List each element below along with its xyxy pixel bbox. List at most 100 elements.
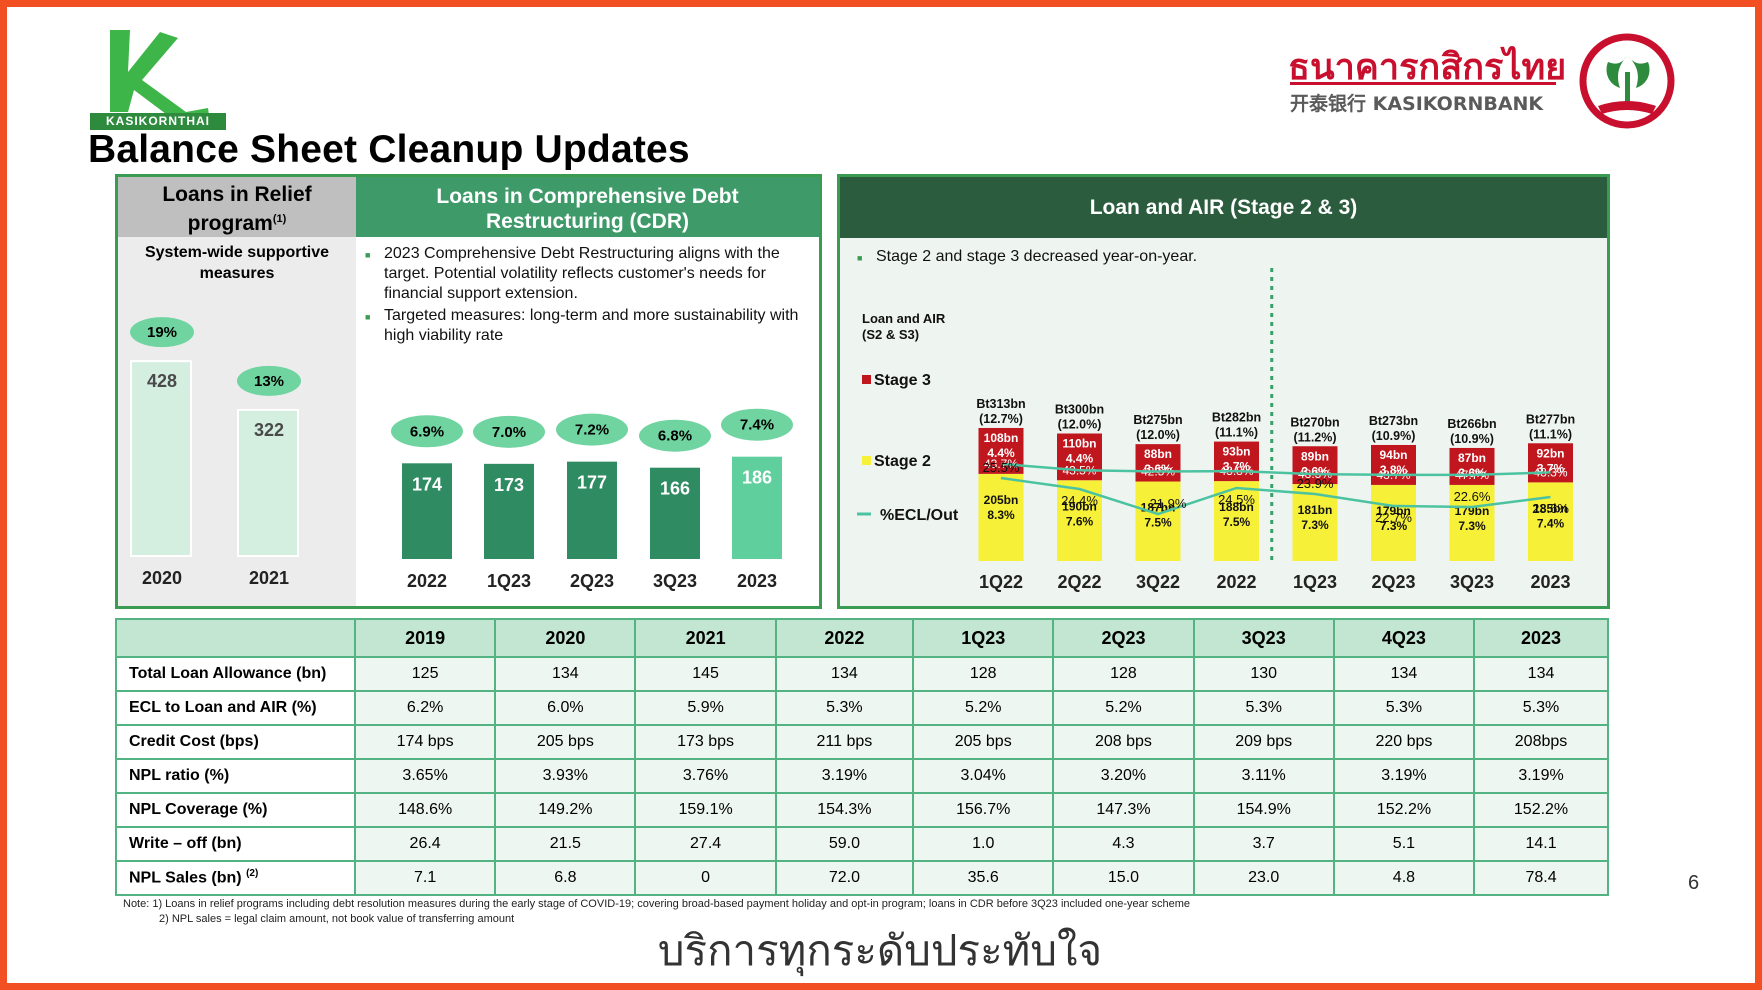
table-header-cell: 2019: [353, 618, 497, 658]
table-cell: 152.2%: [1473, 792, 1609, 828]
stage-total-label: Bt266bn: [1447, 417, 1496, 431]
relief-bar-value: 428: [147, 371, 177, 391]
logo-tag: KASIKORNTHAI: [90, 113, 226, 130]
relief-bar: [239, 410, 297, 555]
table-cell: 134: [494, 656, 637, 692]
stage2-coverage-label: 24.5%: [1218, 492, 1255, 507]
table-header-cell: [115, 618, 356, 658]
stage3-bar: [1214, 441, 1259, 482]
stage3-bar: [1135, 444, 1181, 482]
stage2-coverage-label: 23.6%: [1532, 501, 1569, 516]
stage3-coverage-line: [1000, 462, 1551, 477]
table-header-cell: 2021: [634, 618, 777, 658]
table-cell: 3.65%: [353, 758, 497, 794]
cdr-chart: 174 6.9% 2022 173 7.0% 1Q23 177 7.2% 2Q23 166 6.8%…: [391, 408, 793, 591]
table-cell: 59.0: [774, 826, 915, 862]
stage-total-label: Bt273bn: [1369, 414, 1418, 428]
table-cell: 78.4: [1473, 860, 1609, 896]
stage-x-label: 2022: [1216, 572, 1256, 592]
table-header-cell: 4Q23: [1332, 618, 1476, 658]
cdr-badge-shape: [639, 419, 711, 452]
cdr-x-label: 3Q23: [653, 571, 697, 591]
stage-total-pct: (11.1%): [1215, 426, 1258, 440]
relief-x-label: 2021: [249, 568, 289, 588]
table-row-label: Credit Cost (bps): [115, 724, 356, 760]
stage3-bar: [1371, 444, 1416, 485]
stage-x-label: 1Q23: [1293, 572, 1337, 592]
relief-badge-shape: [237, 365, 301, 396]
cdr-badge: 7.0%: [492, 424, 526, 441]
cdr-bar: [732, 456, 782, 559]
table-cell: 5.2%: [912, 690, 1055, 726]
table-row-label: ECL to Loan and AIR (%): [115, 690, 356, 726]
table-cell: 3.11%: [1192, 758, 1335, 794]
stage3-value-label: 110bn: [1062, 437, 1096, 451]
table-header-cell: 2022: [774, 618, 915, 658]
table-cell: 3.93%: [494, 758, 637, 794]
cdr-bar: [650, 467, 700, 559]
table-header-cell: 1Q23: [912, 618, 1055, 658]
stage2-pct-label: 7.5%: [1223, 515, 1251, 529]
stage2-coverage-label: 22.7%: [1375, 510, 1412, 525]
table-cell: 147.3%: [1052, 792, 1195, 828]
ecl-legend-label: %ECL/Out: [880, 507, 959, 524]
cdr-bullet-2: Targeted measures: long-term and more su…: [356, 306, 816, 346]
table-cell: 173 bps: [634, 724, 777, 760]
table-row: Total Loan Allowance (bn) 125 134 145 134 128…: [115, 656, 1609, 692]
table-cell: 26.4: [353, 826, 497, 862]
table-cell: 5.9%: [634, 690, 777, 726]
slogan: บริการทุกระดับประทับใจ: [657, 926, 1103, 975]
stage3-bar: [1449, 447, 1495, 485]
stage3-bar: [1292, 446, 1338, 485]
stage-x-label: 2023: [1530, 572, 1570, 592]
stage2-bar: [978, 473, 1024, 561]
table-cell: 3.20%: [1052, 758, 1195, 794]
cdr-x-label: 1Q23: [487, 571, 531, 591]
footnote-1: Note: 1) Loans in relief programs includ…: [123, 898, 1190, 910]
stage-total-label: Bt282bn: [1212, 411, 1261, 425]
stage-chart: Loan and AIR(S2 & S3) Stage 3 Stage 2 %ECL/…: [857, 268, 1575, 592]
stage-header: Loan and AIR (Stage 2 & 3): [840, 177, 1607, 238]
table-cell: 3.19%: [1473, 758, 1609, 794]
stage2-value-label: 188bn: [1219, 500, 1254, 514]
stage-total-pct: (12.0%): [1058, 418, 1102, 432]
cdr-bar-value: 174: [412, 474, 442, 494]
stage2-value-label: 185bn: [1533, 501, 1568, 515]
table-cell: 128: [912, 656, 1055, 692]
footnotes: Note: 1) Loans in relief programs includ…: [123, 897, 1190, 927]
table-cell: 134: [774, 656, 915, 692]
stage-panel: [837, 174, 1610, 609]
bank-name-thai: ธนาคารกสิกรไทย: [1288, 47, 1567, 88]
table-cell: 15.0: [1052, 860, 1195, 896]
table-cell: 3.76%: [634, 758, 777, 794]
table-cell: 5.3%: [774, 690, 915, 726]
table-cell: 145: [634, 656, 777, 692]
cdr-bullet-1: 2023 Comprehensive Debt Restructuring al…: [356, 244, 816, 304]
cdr-bar: [567, 461, 617, 559]
table-row: NPL Sales (bn) (2) 7.1 6.8 0 72.0 35.6 15.0 23.…: [115, 860, 1609, 896]
table-cell: 156.7%: [912, 792, 1055, 828]
stage-x-label: 2Q22: [1057, 572, 1101, 592]
stage2-value-label: 190bn: [1062, 499, 1097, 513]
stage3-value-label: 94bn: [1379, 448, 1407, 462]
stage2-bar: [1135, 481, 1181, 561]
cdr-badge: 7.4%: [740, 417, 774, 434]
table-cell: 154.3%: [774, 792, 915, 828]
table-cell: 125: [353, 656, 497, 692]
table-cell: 134: [1332, 656, 1476, 692]
table-header-cell: 2Q23: [1052, 618, 1195, 658]
footnote-2: 2) NPL sales = legal claim amount, not b…: [159, 913, 515, 925]
table-cell: 205 bps: [494, 724, 637, 760]
table-row-label: Total Loan Allowance (bn): [115, 656, 356, 692]
cdr-badge: 6.9%: [410, 423, 444, 440]
cdr-x-label: 2023: [737, 571, 777, 591]
relief-subheading: System-wide supportive measures: [144, 244, 330, 282]
cdr-bar-value: 166: [660, 479, 690, 499]
cdr-badge: 7.2%: [575, 422, 609, 439]
table-cell: 159.1%: [634, 792, 777, 828]
stage-x-label: 3Q23: [1450, 572, 1494, 592]
bank-name-en: 开泰银行 KASIKORNBANK: [1290, 93, 1544, 115]
table-cell: 1.0: [912, 826, 1055, 862]
table-cell: 23.0: [1192, 860, 1335, 896]
stage-total-label: Bt275bn: [1133, 413, 1182, 427]
